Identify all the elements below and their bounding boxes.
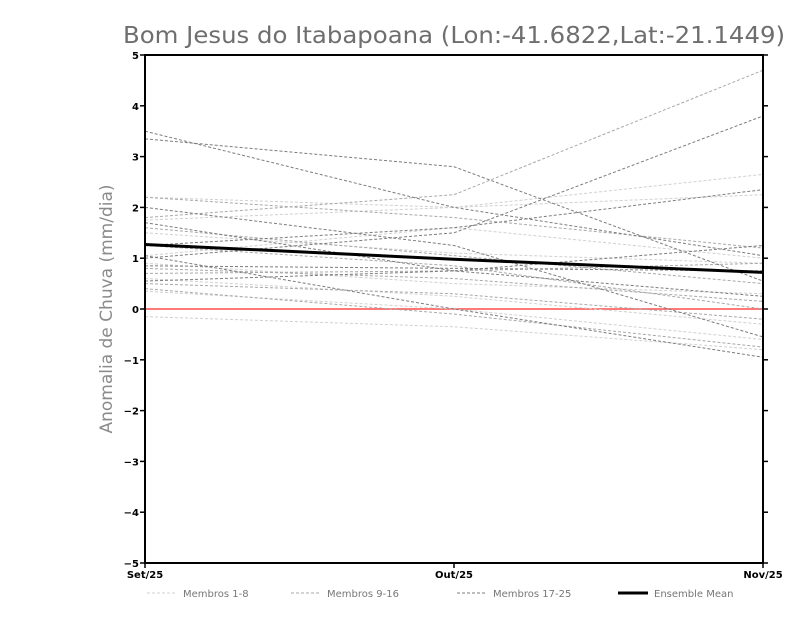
series-line-g3-22	[144, 255, 764, 358]
y-tick-label: −2	[124, 407, 139, 418]
y-tick-label: 4	[132, 102, 139, 113]
series-line-g2-8	[144, 69, 764, 219]
y-tick-label: 3	[132, 153, 139, 164]
y-tick-label: −1	[124, 356, 139, 367]
x-tick-label: Set/25	[127, 570, 163, 581]
series-line-g3-18	[144, 115, 764, 259]
legend-label-g1: Membros 1-8	[183, 589, 249, 600]
plot-area: −5 −4 −3 −2 −1 0 1 2 3 4 5 Set/25 Out/25 Nov/25 Membro…	[124, 51, 783, 600]
series-line-g2-13	[144, 288, 764, 348]
series-line-g2-9	[144, 196, 764, 249]
series-line-g2-15	[144, 262, 764, 274]
series-line-g3-21	[144, 245, 764, 282]
legend-label-g2: Membros 9-16	[327, 589, 399, 600]
ensemble-mean-line	[144, 242, 764, 274]
series-line-g2-14	[144, 245, 764, 310]
y-axis-label: Anomalia de Chuva (mm/dia)	[97, 184, 117, 433]
series-line-g2-12	[144, 283, 764, 320]
x-tick-label: Nov/25	[743, 570, 782, 581]
legend-label-g3: Membros 17-25	[493, 589, 571, 600]
series-line-g1-0	[144, 173, 764, 208]
series-line-g1-7	[144, 227, 764, 259]
y-tick-label: 0	[132, 305, 139, 316]
series-line-g3-16	[144, 130, 764, 257]
series-line-g1-1	[144, 194, 764, 221]
y-tick-label: 1	[132, 254, 139, 265]
series-line-g1-3	[144, 262, 764, 295]
series-line-g1-2	[144, 232, 764, 264]
y-tick-label: −5	[124, 559, 139, 570]
x-tick-label: Out/25	[435, 570, 473, 581]
legend-label-mean: Ensemble Mean	[654, 589, 733, 600]
series-line-g2-10	[144, 227, 764, 285]
series-line-g3-17	[144, 138, 764, 282]
y-tick-label: 5	[132, 51, 139, 62]
chart-title: Bom Jesus do Itabapoana (Lon:-41.6822,La…	[123, 23, 785, 49]
series-line-g1-6	[144, 316, 764, 351]
series-line-g3-24	[144, 265, 764, 272]
y-tick-label: −3	[124, 457, 139, 468]
series-line-g1-5	[144, 290, 764, 340]
series-line-g2-11	[144, 267, 764, 302]
series-line-g3-20	[144, 206, 764, 338]
y-tick-label: 2	[132, 203, 139, 214]
series-line-g3-23	[144, 222, 764, 297]
series-line-g1-4	[144, 278, 764, 325]
y-tick-label: −4	[124, 508, 139, 519]
series-line-g3-19	[144, 189, 764, 246]
